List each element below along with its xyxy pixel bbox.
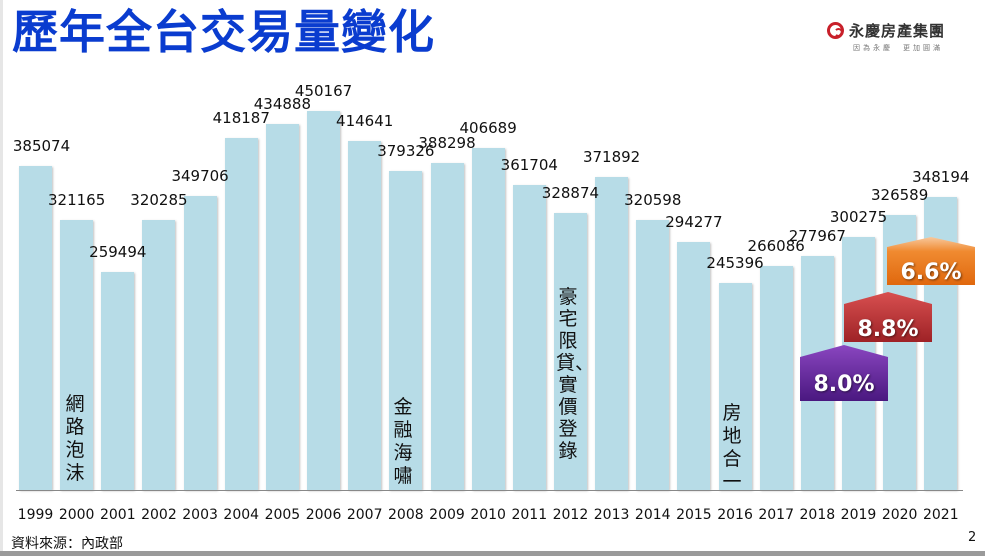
slide-title: 歷年全台交易量變化 (12, 5, 435, 59)
data-source: 資料來源：內政部 (11, 536, 123, 552)
growth-badge-2021: 6.6% (887, 237, 975, 285)
x-tick-2003: 2003 (182, 507, 218, 523)
value-label-2000: 321165 (48, 191, 106, 209)
bar-2004 (224, 138, 258, 490)
badge-label: 8.8% (857, 317, 919, 342)
x-tick-2019: 2019 (840, 507, 877, 523)
bar-2000 (60, 220, 94, 490)
badge-shape-icon (844, 292, 932, 342)
logo-mark-icon (827, 22, 844, 39)
page-number: 2 (968, 530, 977, 545)
x-tick-2012: 2012 (552, 507, 589, 523)
badge-shape-icon (887, 237, 975, 285)
x-tick-2002: 2002 (141, 507, 177, 523)
value-label-2014: 320598 (624, 191, 682, 209)
value-label-2001: 259494 (89, 243, 147, 261)
badge-shape-icon (800, 345, 888, 401)
x-tick-2005: 2005 (264, 507, 301, 523)
x-tick-2013: 2013 (593, 507, 630, 523)
bar-2013 (595, 177, 629, 490)
x-tick-2016: 2016 (717, 507, 753, 523)
x-tick-2018: 2018 (799, 507, 836, 523)
x-tick-2010: 2010 (470, 507, 506, 523)
x-tick-2006: 2006 (305, 507, 342, 523)
bar-2007 (348, 141, 382, 490)
x-tick-1999: 1999 (17, 507, 54, 523)
value-label-2013: 371892 (582, 148, 641, 166)
value-label-2016: 245396 (706, 254, 764, 272)
x-tick-2017: 2017 (758, 507, 794, 523)
x-tick-2004: 2004 (223, 507, 260, 523)
bar-2017 (759, 266, 793, 490)
growth-badge-2019: 8.0% (800, 345, 888, 401)
x-tick-2008: 2008 (388, 507, 424, 523)
value-label-2010: 406689 (459, 119, 517, 137)
x-tick-2001: 2001 (99, 507, 136, 523)
growth-badge-2020: 8.8% (844, 292, 932, 342)
x-axis-line (16, 490, 963, 491)
bar-2014 (636, 220, 670, 490)
badge-label: 6.6% (900, 260, 962, 285)
company-logo: 永慶房產集團 因為永慶 更加圓滿 (827, 20, 977, 60)
x-tick-2015: 2015 (676, 507, 712, 523)
logo-slogan-left: 因為永慶 (853, 44, 893, 52)
logo-slogan-right: 更加圓滿 (903, 44, 943, 52)
bar-2015 (677, 242, 711, 490)
value-label-2006: 450167 (294, 82, 353, 100)
annotation-policy: 豪宅限貸、 實價登錄 (556, 286, 595, 462)
value-label-2005: 434888 (253, 95, 312, 113)
bar-2016 (718, 283, 752, 490)
bar-1999 (19, 166, 52, 490)
bar-2011 (512, 185, 546, 490)
value-label-2011: 361704 (500, 156, 558, 174)
bar-2003 (183, 196, 217, 490)
x-tick-2011: 2011 (511, 507, 548, 523)
bar-2012 (553, 213, 587, 490)
value-label-1999: 385074 (12, 137, 71, 155)
value-label-2018: 277967 (788, 227, 846, 245)
annotation-financial-crisis: 金融海嘯 (393, 396, 413, 487)
logo-name: 永慶房產集團 (849, 22, 946, 40)
x-tick-2009: 2009 (429, 507, 465, 523)
value-label-2008: 379326 (377, 142, 435, 160)
left-border (0, 0, 3, 556)
x-tick-2000: 2000 (58, 507, 95, 523)
value-label-2012: 328874 (541, 184, 600, 202)
x-tick-2007: 2007 (346, 507, 383, 523)
annotation-dotcom-bubble: 網路泡沫 (65, 393, 85, 484)
value-label-2017: 266086 (747, 237, 805, 255)
value-label-2019: 300275 (829, 208, 888, 226)
bottom-border (0, 551, 985, 556)
value-label-2007: 414641 (336, 112, 394, 130)
value-label-2021: 348194 (912, 168, 970, 186)
x-tick-2021: 2021 (922, 507, 959, 523)
value-label-2003: 349706 (171, 167, 229, 185)
bar-2010 (471, 148, 505, 490)
bar-2006 (307, 111, 341, 490)
badge-label: 8.0% (813, 372, 875, 397)
value-label-2004: 418187 (212, 109, 270, 127)
bar-2008 (389, 171, 423, 490)
x-tick-2014: 2014 (634, 507, 671, 523)
bar-2009 (430, 163, 464, 490)
value-label-2002: 320285 (130, 191, 188, 209)
annotation-land-tax: 房地合一 (722, 402, 742, 493)
x-tick-2020: 2020 (881, 507, 918, 523)
value-label-2009: 388298 (418, 134, 476, 152)
bar-2005 (265, 124, 299, 490)
value-label-2020: 326589 (871, 186, 929, 204)
bar-2002 (142, 220, 176, 490)
value-label-2015: 294277 (665, 213, 723, 231)
logo-slogan: 因為永慶 更加圓滿 (853, 43, 953, 53)
bar-2001 (101, 272, 135, 490)
